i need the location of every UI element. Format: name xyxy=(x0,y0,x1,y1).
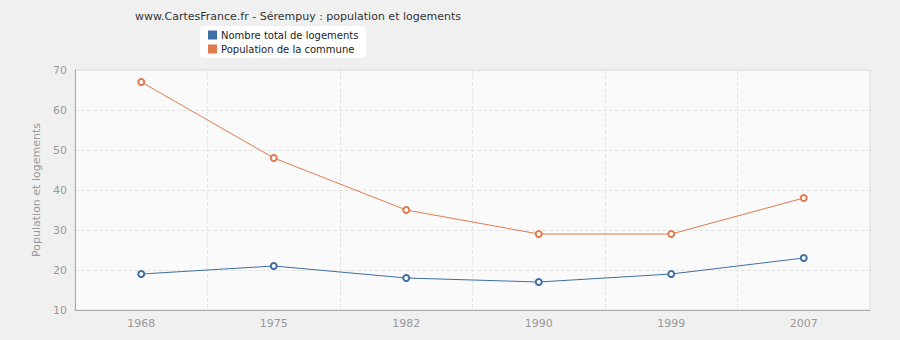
svg-text:30: 30 xyxy=(53,224,67,237)
svg-text:1990: 1990 xyxy=(525,317,553,330)
svg-text:50: 50 xyxy=(53,144,67,157)
svg-text:Population et logements: Population et logements xyxy=(30,123,43,257)
svg-text:1975: 1975 xyxy=(260,317,288,330)
svg-text:60: 60 xyxy=(53,104,67,117)
svg-text:70: 70 xyxy=(53,64,67,77)
svg-text:10: 10 xyxy=(53,304,67,317)
svg-text:1968: 1968 xyxy=(127,317,155,330)
svg-text:Population de la commune: Population de la commune xyxy=(221,44,354,55)
svg-text:40: 40 xyxy=(53,184,67,197)
svg-text:2007: 2007 xyxy=(790,317,818,330)
svg-text:www.CartesFrance.fr - Sérempuy: www.CartesFrance.fr - Sérempuy : populat… xyxy=(135,10,461,23)
svg-text:Nombre total de logements: Nombre total de logements xyxy=(221,30,358,41)
svg-text:20: 20 xyxy=(53,264,67,277)
svg-text:1999: 1999 xyxy=(657,317,685,330)
svg-text:1982: 1982 xyxy=(392,317,420,330)
